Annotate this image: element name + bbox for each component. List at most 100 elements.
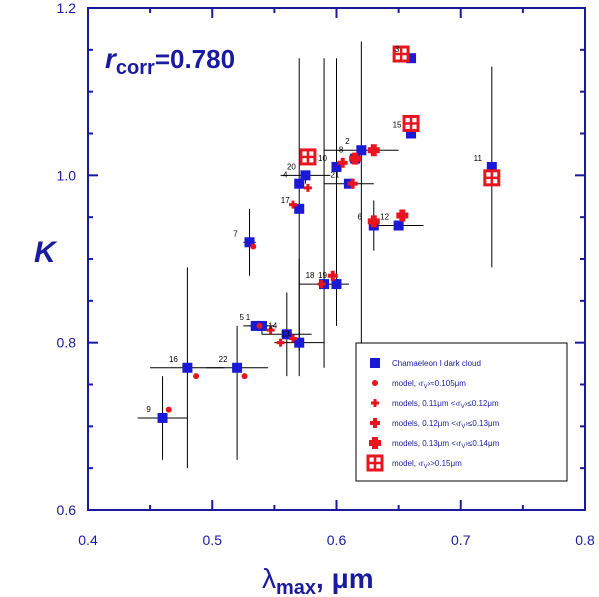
point-label: 7 bbox=[233, 229, 238, 238]
marker-bar-v bbox=[306, 183, 310, 192]
marker-bar-v bbox=[291, 334, 295, 343]
model-plus-marker bbox=[327, 270, 338, 281]
observed-marker bbox=[406, 53, 417, 64]
model-open-square-marker bbox=[366, 454, 384, 472]
observed-marker bbox=[486, 161, 497, 172]
model-dot-marker bbox=[193, 373, 200, 380]
observed-marker bbox=[393, 220, 404, 231]
model-small-plus-marker bbox=[266, 326, 275, 335]
observed-marker bbox=[250, 320, 261, 331]
marker-bar-v bbox=[340, 157, 345, 168]
marker-bar-v bbox=[291, 200, 295, 209]
model-plus-marker bbox=[337, 157, 348, 168]
observed-marker bbox=[157, 412, 168, 423]
x-tick-label: 0.5 bbox=[203, 532, 223, 548]
data-points bbox=[157, 45, 501, 423]
point-label: 5 bbox=[240, 313, 245, 322]
legend-label: models, 0.12μm <‹rV›≤0.13μm bbox=[392, 419, 500, 430]
y-axis-label: K bbox=[34, 236, 58, 269]
point-label: 13 bbox=[281, 330, 290, 339]
marker-bar-v bbox=[373, 418, 377, 428]
model-bold-plus-marker bbox=[396, 209, 409, 222]
observed-marker bbox=[182, 362, 193, 373]
point-label: 22 bbox=[219, 355, 228, 364]
x-tick-label: 0.7 bbox=[451, 532, 471, 548]
model-dot-marker bbox=[250, 243, 257, 250]
tick-labels: 0.4 0.5 0.6 0.7 0.8 0.6 0.8 1.0 1.2 bbox=[57, 0, 595, 548]
point-label: 14 bbox=[268, 321, 277, 330]
legend-label: model, ‹rV›≈0.105μm bbox=[392, 379, 466, 390]
marker-bar-v bbox=[372, 437, 378, 449]
observed-marker bbox=[370, 358, 380, 368]
point-label: 2 bbox=[345, 137, 350, 146]
marker-bar-v bbox=[320, 280, 324, 289]
x-axis-label: λmax, μm bbox=[262, 563, 374, 597]
model-bold-plus-marker bbox=[349, 152, 362, 165]
point-label: 8 bbox=[339, 146, 344, 155]
point-label: 21 bbox=[330, 171, 339, 180]
legend: Chamaeleon I dark cloud model, ‹rV›≈0.105… bbox=[355, 342, 568, 482]
observed-marker bbox=[406, 128, 417, 139]
correlation-annotation: rcorr=0.780 bbox=[105, 43, 235, 79]
model-small-plus-marker bbox=[289, 334, 298, 343]
point-label: 6 bbox=[358, 213, 363, 222]
observed-marker bbox=[281, 329, 292, 340]
legend-label: model, ‹rV›>0.15μm bbox=[392, 459, 462, 470]
y-tick-label: 1.0 bbox=[57, 167, 77, 183]
model-dot-marker bbox=[165, 406, 172, 413]
model-plus-marker bbox=[370, 418, 380, 428]
observed-marker bbox=[232, 362, 243, 373]
point-label: 11 bbox=[474, 154, 483, 163]
model-small-plus-marker bbox=[317, 280, 326, 289]
model-open-square-marker bbox=[299, 148, 317, 166]
x-tick-label: 0.6 bbox=[327, 532, 347, 548]
legend-box bbox=[355, 342, 568, 482]
model-bold-plus-marker bbox=[369, 437, 381, 449]
legend-label: Chamaeleon I dark cloud bbox=[392, 359, 481, 368]
model-small-plus-marker bbox=[303, 183, 312, 192]
model-dot-marker bbox=[372, 380, 378, 386]
y-tick-label: 0.8 bbox=[57, 335, 77, 351]
marker-bar-v bbox=[370, 215, 377, 228]
observed-marker bbox=[300, 170, 311, 181]
x-tick-label: 0.8 bbox=[575, 532, 595, 548]
model-small-plus-marker bbox=[289, 200, 298, 209]
point-label: 17 bbox=[281, 196, 290, 205]
model-small-plus-marker bbox=[276, 338, 285, 347]
legend-label: models, 0.13μm <‹rV›≤0.14μm bbox=[392, 439, 500, 450]
marker-bar-v bbox=[370, 144, 377, 157]
model-bold-plus-marker bbox=[367, 215, 380, 228]
point-label: 19 bbox=[318, 271, 327, 280]
observed-marker bbox=[294, 178, 305, 189]
model-bold-plus-marker bbox=[367, 144, 380, 157]
x-tick-label: 0.4 bbox=[78, 532, 98, 548]
point-label: 9 bbox=[146, 405, 151, 414]
observed-marker bbox=[356, 145, 367, 156]
marker-bar-v bbox=[269, 326, 273, 335]
observed-marker bbox=[331, 279, 342, 290]
y-tick-label: 0.6 bbox=[57, 502, 77, 518]
marker-bar-v bbox=[330, 270, 335, 281]
model-open-square-marker bbox=[392, 45, 410, 63]
point-label: 3 bbox=[395, 45, 400, 54]
point-label: 18 bbox=[306, 271, 315, 280]
point-label: 20 bbox=[287, 162, 296, 171]
point-label: 4 bbox=[283, 171, 288, 180]
model-dot-marker bbox=[256, 322, 263, 329]
marker-bar-v bbox=[373, 399, 377, 407]
point-label: 16 bbox=[169, 355, 178, 364]
observed-marker bbox=[331, 161, 342, 172]
y-tick-label: 1.2 bbox=[57, 0, 77, 16]
marker-bar-v bbox=[350, 178, 355, 189]
point-label: 15 bbox=[393, 121, 402, 130]
point-label: 12 bbox=[380, 213, 389, 222]
point-label: 1 bbox=[246, 313, 251, 322]
model-plus-marker bbox=[347, 178, 358, 189]
model-small-plus-marker bbox=[371, 399, 379, 407]
observed-marker bbox=[294, 203, 305, 214]
legend-label: models, 0.11μm <‹rV›≤0.12μm bbox=[392, 399, 499, 410]
point-label: 10 bbox=[318, 154, 327, 163]
model-dot-marker bbox=[241, 373, 248, 380]
